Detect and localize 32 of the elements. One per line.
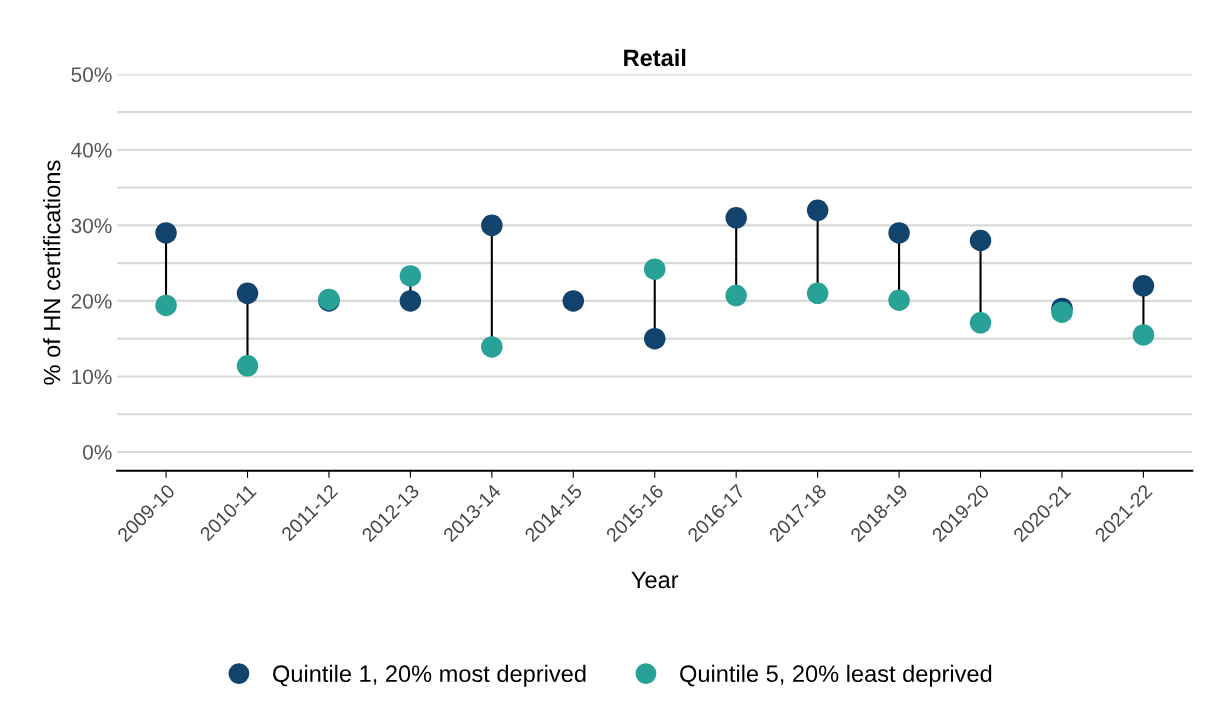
- point: [236, 282, 259, 305]
- legend-label: Quintile 1, 20% most deprived: [273, 664, 586, 687]
- x-axis-title: Year: [631, 571, 679, 589]
- point: [1132, 275, 1155, 297]
- y-tick-label: 50%: [71, 67, 112, 83]
- point: [806, 199, 829, 222]
- point: [155, 294, 177, 317]
- point: [888, 289, 910, 311]
- point: [643, 327, 666, 350]
- y-tick-label: 40%: [71, 142, 112, 158]
- point: [888, 222, 910, 244]
- point: [725, 207, 747, 229]
- y-tick-label: 30%: [71, 218, 112, 234]
- point: [969, 229, 992, 252]
- chart-title: Retail: [624, 48, 686, 67]
- point: [399, 265, 422, 287]
- point: [562, 290, 585, 312]
- point: [236, 355, 259, 377]
- point: [155, 222, 177, 244]
- y-tick-label: 10%: [72, 369, 112, 385]
- point: [481, 214, 503, 237]
- point: [399, 290, 422, 312]
- point: [481, 336, 503, 358]
- point: [725, 284, 747, 307]
- point: [969, 312, 992, 334]
- y-tick-label: 0%: [83, 444, 112, 460]
- point: [643, 258, 666, 280]
- legend-label: Quintile 5, 20% least deprived: [680, 664, 992, 687]
- y-tick-label: 20%: [71, 293, 112, 309]
- point: [1132, 324, 1155, 346]
- y-axis-title: % of HN certifications: [43, 160, 61, 385]
- point: [806, 282, 829, 305]
